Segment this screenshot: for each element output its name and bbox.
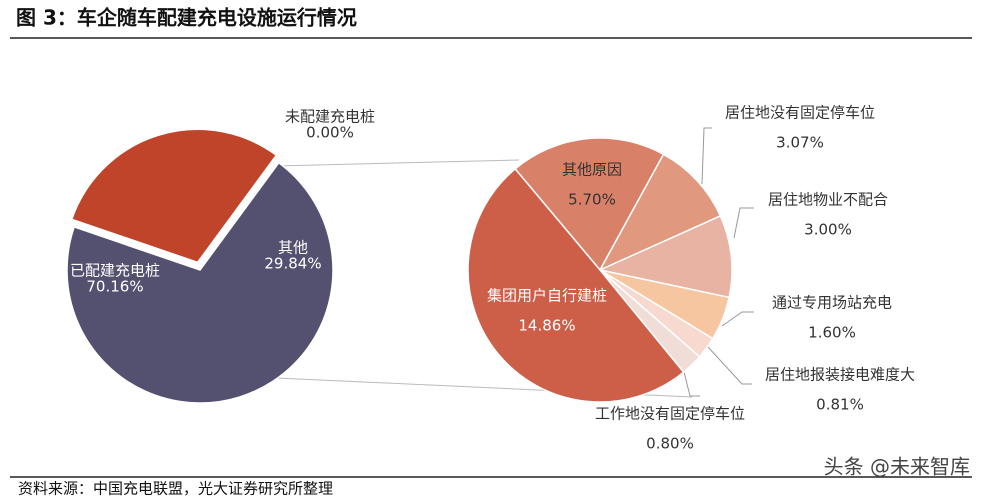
slice-label: 未配建充电桩 <box>285 108 375 126</box>
pie-slice <box>514 137 665 272</box>
value-label: 3.00% <box>804 221 852 239</box>
value-label: 70.16% <box>86 278 143 296</box>
slice-label: 通过专用场站充电 <box>772 294 892 312</box>
leaders <box>683 127 754 397</box>
value-label: 1.60% <box>808 324 856 342</box>
watermark: 头条 @未来智库 <box>824 455 970 479</box>
title: 图 3：车企随车配建充电设施运行情况 <box>16 6 357 30</box>
source: 资料来源：中国充电联盟，光大证券研究所整理 <box>18 480 333 498</box>
slice-label: 居住地报装接电难度大 <box>765 366 915 384</box>
value-label: 3.07% <box>776 134 824 152</box>
slice-label: 居住地没有固定停车位 <box>725 104 875 122</box>
pie-slice <box>467 167 685 403</box>
pie-slice <box>598 153 722 272</box>
connector <box>275 159 520 167</box>
value-label: 5.70% <box>568 191 616 209</box>
slice-label: 工作地没有固定停车位 <box>595 405 745 423</box>
value-label: 14.86% <box>518 317 575 335</box>
pie-slice <box>70 128 278 264</box>
slice-label: 其他 <box>278 239 308 257</box>
slice-label: 已配建充电桩 <box>70 262 160 280</box>
slice-label: 集团用户自行建桩 <box>487 287 607 305</box>
slice-label: 其他原因 <box>562 161 622 179</box>
slice-label: 居住地物业不配合 <box>768 191 888 209</box>
value-label: 0.81% <box>816 396 864 414</box>
value-label: 29.84% <box>264 255 321 273</box>
pie-slice <box>66 161 334 404</box>
value-label: 0.00% <box>306 124 354 142</box>
pie-slice <box>597 214 733 299</box>
value-label: 0.80% <box>646 435 694 453</box>
